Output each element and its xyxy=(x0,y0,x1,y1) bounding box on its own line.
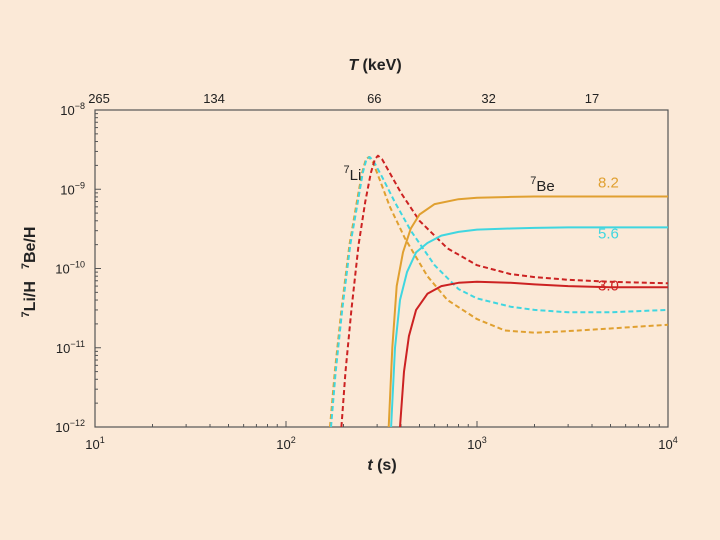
top-tick-label: 17 xyxy=(585,91,599,106)
x-tick-label: 103 xyxy=(467,435,486,452)
y-tick-label: 10−12 xyxy=(55,418,85,435)
x-axis-title-unit: (s) xyxy=(373,457,397,474)
x-tick-base: 10 xyxy=(276,437,290,452)
y-tick-label: 10−8 xyxy=(60,101,85,118)
x-tick-exp: 2 xyxy=(291,435,296,445)
x-tick-base: 10 xyxy=(658,437,672,452)
x-axis-title-main: t xyxy=(367,457,373,474)
x-tick-base: 10 xyxy=(467,437,481,452)
be7-label-text: Be xyxy=(536,178,554,195)
series-line xyxy=(399,280,668,428)
top-axis-title-main: T xyxy=(348,57,359,74)
top-tick-label: 265 xyxy=(88,91,110,106)
eta-8-2-label: 8.2 xyxy=(598,175,619,192)
top-axis-title: T (keV) xyxy=(348,57,401,74)
top-tick-label: 66 xyxy=(367,91,381,106)
y-tick-base: 10 xyxy=(56,341,70,356)
y-axis-title-li-sup: 7 xyxy=(20,311,32,317)
li7-label-sup: 7 xyxy=(343,164,349,176)
x-tick-label: 102 xyxy=(276,435,295,452)
y-tick-exp: −12 xyxy=(70,418,85,428)
top-tick-label: 32 xyxy=(481,91,495,106)
series-line xyxy=(387,195,668,428)
series-line xyxy=(340,154,669,428)
y-tick-base: 10 xyxy=(60,182,74,197)
series-line xyxy=(330,156,669,428)
y-tick-base: 10 xyxy=(55,262,69,277)
x-tick-label: 101 xyxy=(85,435,104,452)
y-axis-title-li: Li/H xyxy=(22,281,39,311)
be7-label: 7Be xyxy=(530,175,554,195)
x-tick-exp: 3 xyxy=(482,435,487,445)
li7-label: 7Li xyxy=(343,164,361,184)
series-line xyxy=(329,156,669,428)
y-axis-title-be: Be/H xyxy=(22,227,39,263)
y-tick-label: 10−11 xyxy=(56,339,85,356)
y-tick-base: 10 xyxy=(55,420,69,435)
x-axis-title: t (s) xyxy=(367,457,396,474)
y-tick-label: 10−10 xyxy=(55,260,85,277)
x-tick-label: 104 xyxy=(658,435,677,452)
eta-5-6-label: 5.6 xyxy=(598,225,619,242)
y-axis-title-be-sup: 7 xyxy=(20,263,32,269)
li7-label-text: Li xyxy=(350,167,362,184)
y-tick-base: 10 xyxy=(60,103,74,118)
plot-frame xyxy=(94,109,669,428)
y-axis-title: 7Li/H7Be/H xyxy=(20,227,39,318)
x-tick-exp: 4 xyxy=(673,435,678,445)
be7-label-sup: 7 xyxy=(530,175,536,187)
y-tick-exp: −11 xyxy=(70,339,85,349)
top-axis-title-unit: (keV) xyxy=(358,57,402,74)
top-tick-label: 134 xyxy=(203,91,225,106)
x-tick-base: 10 xyxy=(85,437,99,452)
series-line xyxy=(390,226,668,428)
y-tick-exp: −10 xyxy=(70,260,85,270)
y-tick-label: 10−9 xyxy=(60,180,85,197)
eta-3-0-label: 3.0 xyxy=(598,277,619,294)
x-tick-exp: 1 xyxy=(100,435,105,445)
y-tick-exp: −9 xyxy=(75,180,85,190)
y-tick-exp: −8 xyxy=(75,101,85,111)
